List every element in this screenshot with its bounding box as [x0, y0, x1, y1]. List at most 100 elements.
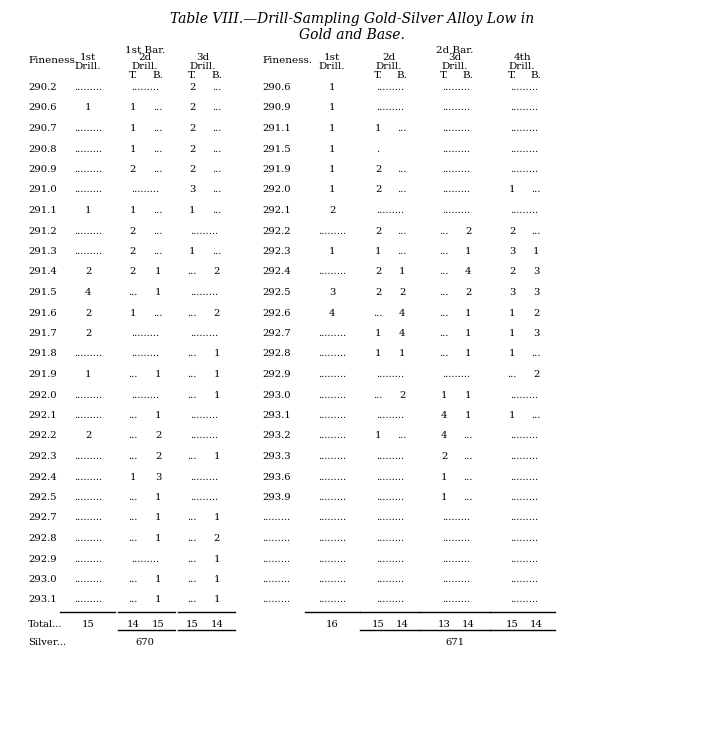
- Text: 290.7: 290.7: [28, 124, 56, 133]
- Text: .........: .........: [318, 370, 346, 379]
- Text: .........: .........: [510, 83, 538, 92]
- Text: ...: ...: [153, 206, 163, 215]
- Text: .........: .........: [442, 206, 470, 215]
- Text: .........: .........: [262, 554, 290, 563]
- Text: .........: .........: [510, 165, 538, 174]
- Text: .........: .........: [74, 165, 102, 174]
- Text: 290.2: 290.2: [28, 83, 56, 92]
- Text: .........: .........: [510, 514, 538, 523]
- Text: 15: 15: [372, 620, 384, 629]
- Text: 2: 2: [85, 329, 91, 338]
- Text: .........: .........: [131, 349, 159, 358]
- Text: 290.9: 290.9: [262, 104, 290, 113]
- Text: 2: 2: [399, 391, 405, 400]
- Text: 14: 14: [396, 620, 408, 629]
- Text: ...: ...: [153, 104, 163, 113]
- Text: 291.7: 291.7: [28, 329, 56, 338]
- Text: 2: 2: [375, 267, 381, 276]
- Text: 2: 2: [214, 534, 220, 543]
- Text: 3: 3: [533, 267, 539, 276]
- Text: 2: 2: [155, 432, 161, 441]
- Text: 1: 1: [155, 575, 161, 584]
- Text: ...: ...: [188, 349, 197, 358]
- Text: 1: 1: [155, 596, 161, 605]
- Text: .........: .........: [510, 391, 538, 400]
- Text: 1: 1: [509, 185, 515, 195]
- Text: 291.1: 291.1: [28, 206, 57, 215]
- Text: .........: .........: [376, 554, 404, 563]
- Text: ...: ...: [439, 288, 448, 297]
- Text: 15: 15: [505, 620, 518, 629]
- Text: 291.3: 291.3: [28, 247, 56, 256]
- Text: 16: 16: [326, 620, 338, 629]
- Text: 1: 1: [375, 247, 381, 256]
- Text: .........: .........: [190, 288, 219, 297]
- Text: .........: .........: [442, 165, 470, 174]
- Text: .........: .........: [442, 124, 470, 133]
- Text: 3: 3: [155, 472, 161, 481]
- Text: ...: ...: [212, 247, 221, 256]
- Text: .........: .........: [510, 493, 538, 502]
- Text: Drill.: Drill.: [75, 62, 102, 71]
- Text: 2: 2: [155, 452, 161, 461]
- Text: 1: 1: [509, 411, 515, 420]
- Text: 1: 1: [214, 391, 220, 400]
- Text: ...: ...: [532, 227, 541, 236]
- Text: .........: .........: [318, 575, 346, 584]
- Text: 1: 1: [214, 596, 220, 605]
- Text: ...: ...: [128, 411, 137, 420]
- Text: 1: 1: [441, 391, 447, 400]
- Text: 2: 2: [130, 267, 136, 276]
- Text: 2: 2: [375, 165, 381, 174]
- Text: 14: 14: [211, 620, 223, 629]
- Text: .........: .........: [510, 432, 538, 441]
- Text: .: .: [376, 144, 379, 153]
- Text: .........: .........: [376, 493, 404, 502]
- Text: 2: 2: [214, 309, 220, 318]
- Text: Drill.: Drill.: [319, 62, 345, 71]
- Text: ...: ...: [188, 309, 197, 318]
- Text: .........: .........: [74, 247, 102, 256]
- Text: ...: ...: [439, 329, 448, 338]
- Text: Fineness.: Fineness.: [262, 56, 312, 65]
- Text: .........: .........: [131, 185, 159, 195]
- Text: 1: 1: [509, 349, 515, 358]
- Text: ...: ...: [439, 227, 448, 236]
- Text: T.: T.: [508, 71, 516, 80]
- Text: ...: ...: [463, 452, 472, 461]
- Text: 3d: 3d: [448, 53, 462, 62]
- Text: 14: 14: [126, 620, 140, 629]
- Text: .........: .........: [510, 104, 538, 113]
- Text: 2: 2: [189, 165, 195, 174]
- Text: .........: .........: [376, 206, 404, 215]
- Text: .........: .........: [318, 596, 346, 605]
- Text: 1: 1: [214, 514, 220, 523]
- Text: ...: ...: [128, 370, 137, 379]
- Text: .........: .........: [190, 329, 219, 338]
- Text: .........: .........: [190, 227, 219, 236]
- Text: .........: .........: [510, 575, 538, 584]
- Text: 293.2: 293.2: [262, 432, 290, 441]
- Text: ...: ...: [439, 309, 448, 318]
- Text: 1: 1: [155, 288, 161, 297]
- Text: .........: .........: [131, 554, 159, 563]
- Text: ...: ...: [128, 534, 137, 543]
- Text: .........: .........: [74, 411, 102, 420]
- Text: 2d: 2d: [138, 53, 152, 62]
- Text: 2: 2: [189, 144, 195, 153]
- Text: .........: .........: [190, 493, 219, 502]
- Text: 1: 1: [465, 309, 471, 318]
- Text: 292.9: 292.9: [262, 370, 290, 379]
- Text: 1: 1: [214, 370, 220, 379]
- Text: 13: 13: [438, 620, 450, 629]
- Text: .........: .........: [262, 575, 290, 584]
- Text: .........: .........: [74, 493, 102, 502]
- Text: 3: 3: [533, 329, 539, 338]
- Text: 2: 2: [189, 83, 195, 92]
- Text: 292.2: 292.2: [28, 432, 56, 441]
- Text: Fineness.: Fineness.: [28, 56, 78, 65]
- Text: ...: ...: [532, 185, 541, 195]
- Text: .........: .........: [318, 267, 346, 276]
- Text: 1: 1: [329, 104, 336, 113]
- Text: .........: .........: [442, 554, 470, 563]
